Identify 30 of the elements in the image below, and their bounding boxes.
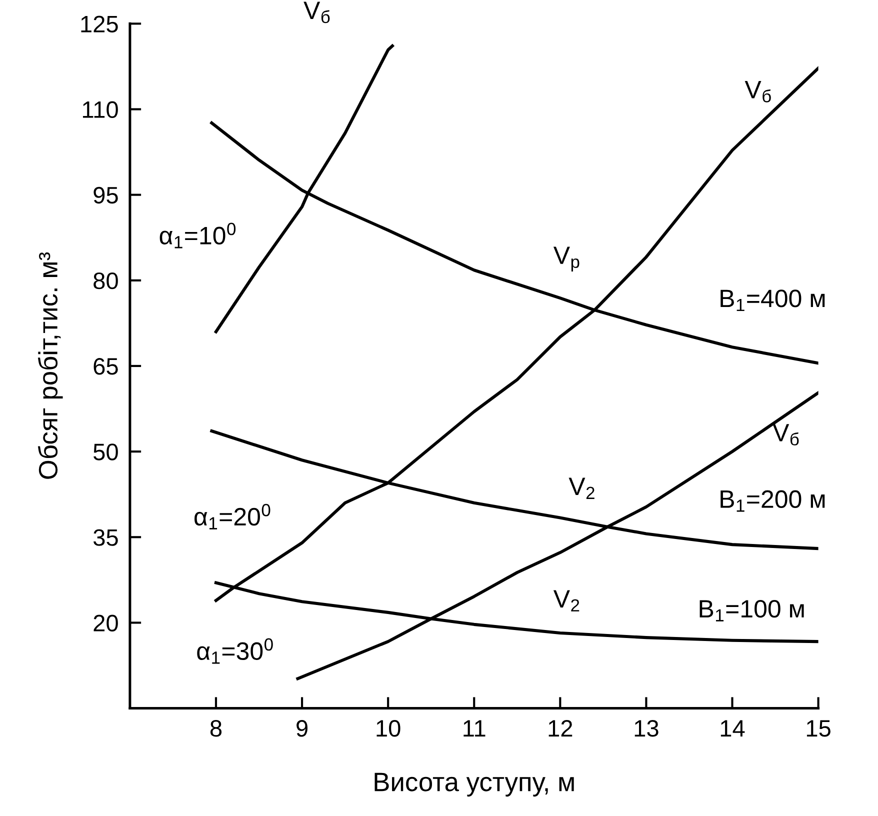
y-tick-label: 35 [93, 529, 118, 546]
x-tick-label: 13 [634, 720, 658, 737]
y-tick-label: 95 [94, 186, 118, 204]
x-tick-label: 9 [296, 720, 308, 737]
annotation: V$_{p}$ [553, 246, 580, 272]
annotation: V$_{б}$ [304, 2, 330, 24]
y-tick-label: 65 [94, 358, 118, 375]
x-tick-label: 15 [806, 720, 830, 737]
annotation: α$_{1}$=30$^{0}$ [197, 638, 273, 664]
y-tick-label: 125 [81, 16, 118, 32]
x-axis-title: Висота уступу, м [374, 772, 574, 797]
y-tick-label: 20 [94, 614, 118, 632]
x-tick-label: 14 [720, 720, 745, 737]
annotation: α$_{1}$=20$^{0}$ [194, 504, 270, 530]
y-tick-label: 110 [82, 101, 118, 118]
y-axis-title: Обсяг робіт,тис. м³ [38, 252, 63, 479]
annotation: V$_{2}$ [568, 478, 594, 499]
annotation: V$_{б}$ [744, 80, 771, 102]
y-tick-label: 50 [94, 444, 118, 460]
annotation: B$_{1}$=100 м [700, 600, 804, 622]
x-tick-label: 11 [464, 720, 486, 737]
y-tick-label: 80 [94, 272, 118, 290]
annotation: α$_{1}$=10$^{0}$ [160, 222, 236, 248]
annotation: V$_{б}$ [772, 424, 799, 446]
annotation: B$_{1}$=400 м [720, 290, 825, 312]
annotation: V$_{2}$ [553, 590, 580, 612]
annotation: B$_{1}$=200 м [720, 490, 825, 512]
x-tick-label: 10 [376, 720, 400, 737]
x-tick-label: 12 [548, 720, 572, 737]
x-tick-label: 8 [210, 720, 222, 737]
